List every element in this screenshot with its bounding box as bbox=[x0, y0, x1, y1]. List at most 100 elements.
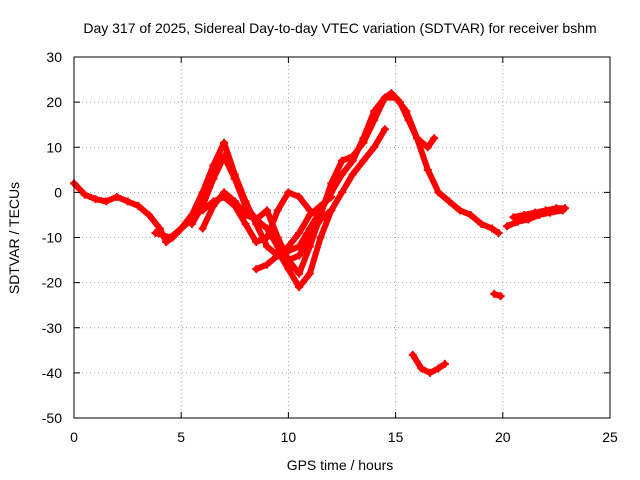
series-arc-9 bbox=[490, 289, 505, 301]
data-point bbox=[187, 219, 196, 228]
data-point bbox=[391, 93, 400, 102]
data-point bbox=[262, 206, 271, 215]
y-tick-label: -20 bbox=[42, 275, 62, 291]
data-point bbox=[380, 93, 389, 102]
data-point bbox=[338, 156, 346, 165]
data-point bbox=[455, 206, 464, 215]
data-point bbox=[295, 228, 304, 237]
series-line bbox=[409, 351, 448, 376]
data-point bbox=[80, 190, 89, 199]
x-tick-label: 20 bbox=[495, 429, 511, 445]
data-layer bbox=[70, 89, 569, 377]
data-point bbox=[488, 224, 497, 233]
data-point bbox=[209, 161, 218, 170]
y-tick-label: -40 bbox=[42, 365, 62, 381]
data-point bbox=[466, 210, 475, 219]
data-point bbox=[338, 170, 346, 179]
y-tick-label: -30 bbox=[42, 320, 62, 336]
data-point bbox=[162, 238, 171, 247]
data-point bbox=[305, 206, 314, 215]
data-point bbox=[305, 269, 314, 278]
y-axis-title: SDTVAR / TECUs bbox=[6, 182, 22, 294]
data-point bbox=[145, 210, 154, 219]
data-point bbox=[490, 289, 499, 298]
data-point bbox=[430, 134, 439, 143]
data-point bbox=[284, 188, 293, 197]
data-point bbox=[220, 192, 229, 201]
y-tick-label: 20 bbox=[46, 94, 62, 110]
data-point bbox=[252, 215, 261, 224]
data-point bbox=[445, 197, 454, 206]
data-point bbox=[252, 265, 261, 274]
data-point bbox=[402, 107, 411, 116]
data-point bbox=[166, 233, 175, 242]
data-point bbox=[273, 206, 282, 215]
y-tick-label: 10 bbox=[46, 139, 62, 155]
data-point bbox=[295, 251, 304, 260]
data-point bbox=[509, 213, 518, 222]
data-point bbox=[503, 222, 512, 231]
data-point bbox=[134, 201, 143, 210]
x-tick-label: 15 bbox=[388, 429, 404, 445]
series-arc-1 bbox=[70, 179, 196, 247]
data-point bbox=[241, 201, 250, 210]
y-tick-label: -50 bbox=[42, 410, 62, 426]
data-point bbox=[284, 247, 293, 256]
x-axis-title: GPS time / hours bbox=[287, 457, 394, 473]
data-point bbox=[295, 192, 304, 201]
data-point bbox=[413, 134, 422, 143]
data-point bbox=[209, 174, 218, 183]
data-point bbox=[370, 143, 379, 152]
data-point bbox=[295, 283, 304, 292]
data-point bbox=[327, 188, 336, 197]
data-point bbox=[541, 206, 550, 215]
data-point bbox=[434, 188, 443, 197]
x-tick-label: 0 bbox=[70, 429, 78, 445]
data-point bbox=[252, 238, 261, 247]
data-point bbox=[295, 242, 304, 251]
data-point bbox=[177, 224, 186, 233]
data-point bbox=[284, 265, 293, 274]
data-point bbox=[262, 233, 271, 242]
data-point bbox=[151, 228, 160, 237]
data-point bbox=[295, 269, 304, 278]
data-point bbox=[359, 134, 368, 143]
data-point bbox=[273, 247, 282, 256]
data-point bbox=[380, 125, 389, 134]
data-point bbox=[338, 188, 346, 197]
grid bbox=[74, 57, 610, 418]
data-point bbox=[477, 219, 486, 228]
data-point bbox=[408, 350, 417, 359]
series-arc-5 bbox=[198, 188, 314, 247]
data-point bbox=[440, 359, 449, 368]
data-point bbox=[262, 260, 271, 269]
data-point bbox=[423, 143, 432, 152]
data-point bbox=[155, 224, 164, 233]
data-point bbox=[241, 219, 250, 228]
data-point bbox=[230, 201, 239, 210]
data-point bbox=[348, 170, 357, 179]
data-point bbox=[348, 156, 357, 165]
data-point bbox=[91, 195, 100, 204]
data-point bbox=[425, 368, 434, 377]
data-point bbox=[520, 210, 529, 219]
data-point bbox=[359, 156, 368, 165]
data-point bbox=[327, 206, 336, 215]
data-point bbox=[552, 204, 561, 213]
data-point bbox=[423, 165, 432, 174]
chart-title: Day 317 of 2025, Sidereal Day-to-day VTE… bbox=[83, 20, 596, 36]
data-point bbox=[220, 138, 229, 147]
x-tick-label: 10 bbox=[281, 429, 297, 445]
axis-ticks: 0 5 10 15 20 25 -50 -40 -30 -20 -10 0 10 20 30 bbox=[42, 49, 618, 445]
data-point bbox=[305, 224, 314, 233]
data-point bbox=[496, 292, 505, 301]
data-point bbox=[560, 204, 569, 213]
data-point bbox=[434, 364, 443, 373]
data-point bbox=[220, 152, 229, 161]
data-point bbox=[417, 364, 426, 373]
y-tick-label: 0 bbox=[54, 184, 62, 200]
data-point bbox=[102, 197, 111, 206]
data-point bbox=[370, 107, 379, 116]
data-point bbox=[198, 206, 207, 215]
data-point bbox=[316, 206, 325, 215]
